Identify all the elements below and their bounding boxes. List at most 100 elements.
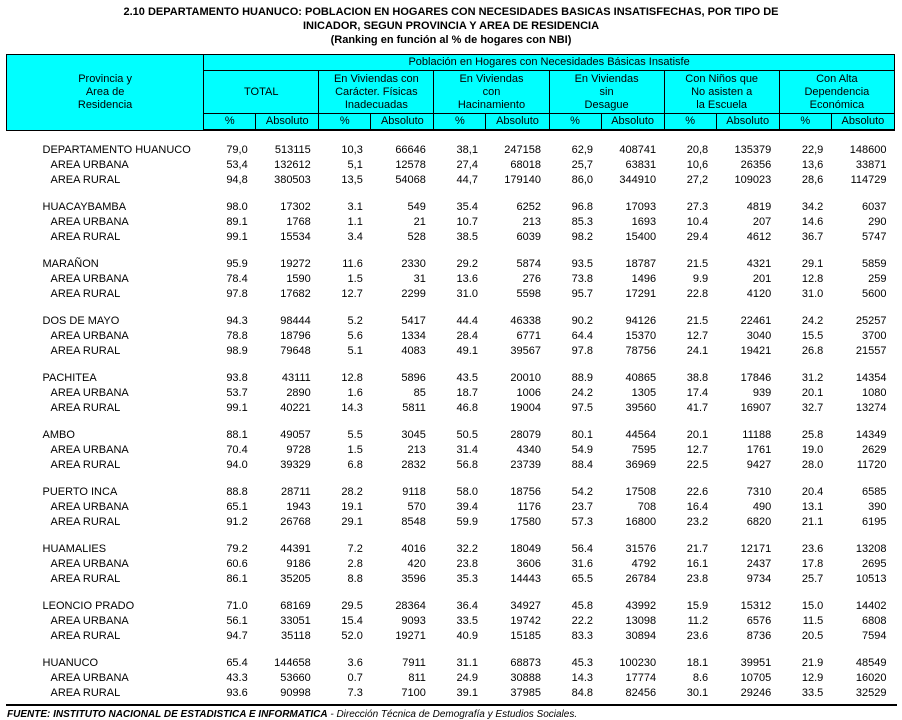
cell-absoluto: 14443 <box>510 573 542 585</box>
cell-absoluto: 68169 <box>280 600 311 612</box>
cell-pct: 20.1 <box>801 387 824 399</box>
cell-pct: 3.4 <box>347 231 363 243</box>
cell-absoluto: 26768 <box>280 516 311 528</box>
subcol-absoluto: Absoluto <box>485 113 550 131</box>
row-label: AREA URBANA <box>50 444 129 456</box>
cell-absoluto: 2299 <box>401 288 426 300</box>
table-row: AREA RURAL 91.2 26768 29.1 8548 59.9 17580 57.3… <box>7 515 895 530</box>
table-row: AREA URBANA 56.1 33051 15.4 9093 33.5 19742 22.… <box>7 614 895 629</box>
cell-pct: 15.5 <box>801 330 824 342</box>
cell-absoluto: 201 <box>752 273 772 285</box>
cell-pct: 0.7 <box>347 672 363 684</box>
cell-absoluto: 1943 <box>286 501 311 513</box>
cell-absoluto: 21557 <box>855 345 887 357</box>
cell-absoluto: 17508 <box>625 486 657 498</box>
cell-absoluto: 4083 <box>401 345 426 357</box>
cell-pct: 46.8 <box>456 402 478 414</box>
cell-absoluto: 19421 <box>740 345 772 357</box>
cell-absoluto: 109023 <box>734 174 772 186</box>
row-label: AREA URBANA <box>50 330 129 342</box>
cell-pct: 8.8 <box>347 573 363 585</box>
cell-pct: 16.1 <box>686 558 709 570</box>
cell-pct: 38.5 <box>456 231 478 243</box>
cell-absoluto: 68018 <box>510 159 542 171</box>
cell-pct: 97.8 <box>571 345 594 357</box>
row-label: AREA RURAL <box>50 459 121 471</box>
cell-pct: 56.8 <box>456 459 478 471</box>
cell-absoluto: 82456 <box>625 687 657 699</box>
cell-pct: 23.2 <box>686 516 709 528</box>
cell-absoluto: 148600 <box>849 144 887 156</box>
table-row: AMBO 88.1 49057 5.5 3045 50.5 28079 80.1 44564 20… <box>7 428 895 443</box>
row-label: AREA RURAL <box>50 345 121 357</box>
cell-absoluto: 39560 <box>625 402 657 414</box>
cell-absoluto: 1080 <box>862 387 887 399</box>
cell-absoluto: 16020 <box>855 672 887 684</box>
cell-pct: 23.6 <box>686 630 709 642</box>
cell-pct: 29.4 <box>686 231 709 243</box>
subcol-pct: % <box>778 113 832 131</box>
cell-absoluto: 3045 <box>401 429 426 441</box>
cell-absoluto: 144658 <box>274 657 311 669</box>
row-label: AREA URBANA <box>50 273 129 285</box>
cell-absoluto: 5859 <box>862 258 887 270</box>
spacer-row <box>7 302 895 314</box>
table-row: LEONCIO PRADO 71.0 68169 29.5 28364 36.4 34927… <box>7 599 895 614</box>
cell-absoluto: 549 <box>407 201 426 213</box>
cell-absoluto: 98444 <box>280 315 311 327</box>
cell-absoluto: 6252 <box>516 201 542 213</box>
cell-pct: 29.1 <box>341 516 363 528</box>
cell-absoluto: 5598 <box>516 288 542 300</box>
cell-absoluto: 259 <box>868 273 887 285</box>
cell-absoluto: 1768 <box>286 216 311 228</box>
cell-pct: 3.6 <box>347 657 363 669</box>
cell-absoluto: 11720 <box>856 459 887 471</box>
cell-pct: 33.5 <box>456 615 478 627</box>
cell-absoluto: 15400 <box>625 231 657 243</box>
spacer-row <box>7 587 895 599</box>
cell-pct: 36.7 <box>801 231 824 243</box>
cell-absoluto: 290 <box>868 216 887 228</box>
table-row: AREA RURAL 97.8 17682 12.7 2299 31.0 5598 95.7 1… <box>7 287 895 302</box>
cell-absoluto: 100230 <box>619 657 657 669</box>
cell-absoluto: 40221 <box>280 402 311 414</box>
cell-pct: 3.1 <box>347 201 363 213</box>
cell-absoluto: 19004 <box>510 402 542 414</box>
cell-pct: 71.0 <box>226 600 248 612</box>
cell-pct: 22.8 <box>686 288 709 300</box>
cell-absoluto: 31 <box>413 273 426 285</box>
cell-pct: 38.8 <box>686 372 709 384</box>
table-row: HUAMALIES 79.2 44391 7.2 4016 32.2 18049 56.4 31… <box>7 542 895 557</box>
cell-pct: 21.1 <box>801 516 824 528</box>
cell-pct: 15.0 <box>801 600 824 612</box>
row-label: AREA URBANA <box>50 159 129 171</box>
cell-pct: 39.1 <box>456 687 478 699</box>
subcol-absoluto: Absoluto <box>715 113 780 131</box>
cell-pct: 22.5 <box>686 459 709 471</box>
cell-absoluto: 2695 <box>862 558 887 570</box>
cell-absoluto: 3606 <box>516 558 542 570</box>
cell-pct: 1.5 <box>347 273 363 285</box>
cell-pct: 12.7 <box>686 444 709 456</box>
cell-pct: 20.4 <box>801 486 824 498</box>
row-label: AREA RURAL <box>50 288 121 300</box>
cell-pct: 94,8 <box>226 174 248 186</box>
cell-pct: 54.2 <box>571 486 594 498</box>
cell-absoluto: 18787 <box>625 258 657 270</box>
cell-pct: 27,2 <box>686 174 709 186</box>
cell-pct: 49.1 <box>456 345 478 357</box>
cell-absoluto: 9093 <box>401 615 426 627</box>
cell-absoluto: 15312 <box>740 600 772 612</box>
cell-absoluto: 43111 <box>281 372 311 384</box>
cell-absoluto: 33871 <box>855 159 887 171</box>
cell-absoluto: 36969 <box>625 459 657 471</box>
cell-pct: 12.7 <box>341 288 363 300</box>
cell-pct: 54.9 <box>571 444 594 456</box>
cell-absoluto: 1176 <box>517 501 542 513</box>
table-row: AREA URBANA 89.1 1768 1.1 21 10.7 213 85.3 1693 1… <box>7 215 895 230</box>
cell-absoluto: 5874 <box>516 258 542 270</box>
stub-line: Residencia <box>77 98 133 111</box>
cell-pct: 78.4 <box>226 273 248 285</box>
cell-absoluto: 13208 <box>855 543 887 555</box>
cell-pct: 28.2 <box>341 486 363 498</box>
